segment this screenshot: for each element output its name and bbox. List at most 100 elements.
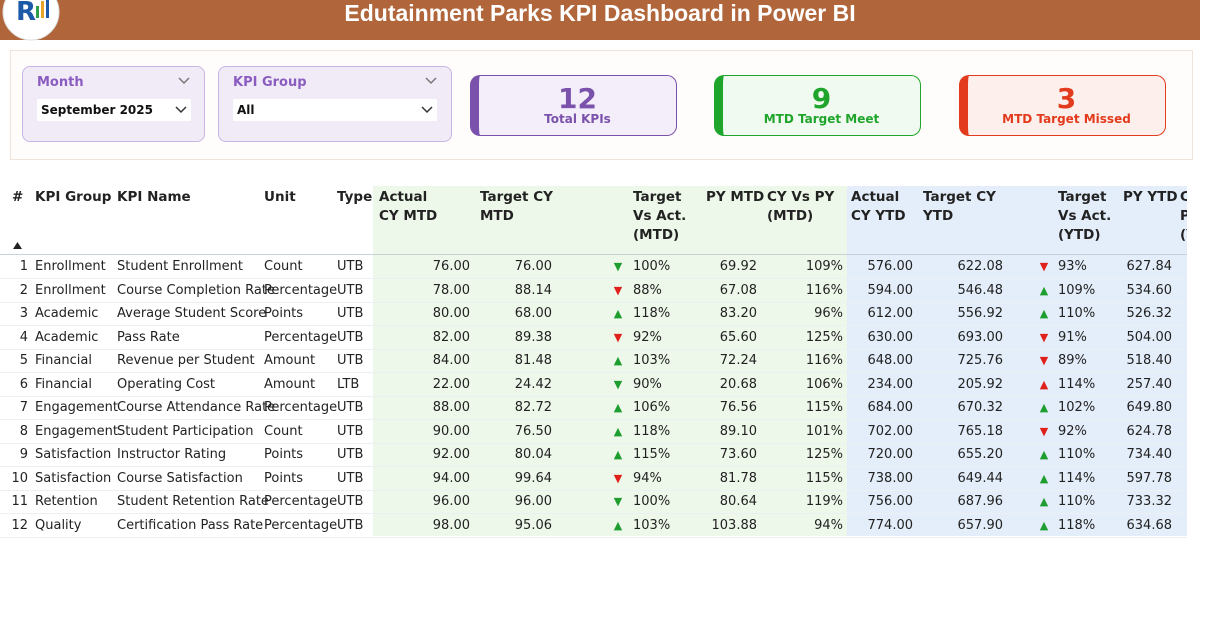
table-cell: 627.84 <box>1126 259 1173 274</box>
table-cell: 103% <box>633 353 671 368</box>
table-cell: 655.20 <box>957 447 1004 462</box>
table-cell: 114% <box>1058 376 1096 392</box>
sort-icon <box>13 242 22 249</box>
table-cell: Retention <box>35 494 98 509</box>
table-cell: 576.00 <box>867 259 914 274</box>
table-cell: Count <box>264 423 303 439</box>
table-cell: 89% <box>1058 353 1087 368</box>
column-header: CY Vs PY (YTD) <box>1180 189 1187 243</box>
table-cell: 733.32 <box>1126 494 1173 509</box>
chevron <box>175 106 187 114</box>
card-value: 9 <box>811 82 832 115</box>
status-icon: ▲ <box>1039 307 1049 320</box>
table-cell: 92% <box>633 329 662 345</box>
status-icon: ▼ <box>1039 424 1049 438</box>
slicer[interactable]: KPI Group All <box>218 66 452 142</box>
column-header: Target CY YTD <box>923 189 996 224</box>
table-cell: Pass Rate <box>117 329 180 345</box>
table-cell: Count <box>264 259 303 274</box>
table-cell: Academic <box>35 306 99 321</box>
table-cell: 649.44 <box>957 470 1004 486</box>
table-cell: 81.78 <box>719 470 757 486</box>
table-cell: 109% <box>1058 282 1096 298</box>
table-cell: Percentage <box>264 400 338 415</box>
table-cell: Student Participation <box>117 423 254 439</box>
table-cell: 702.00 <box>867 423 914 439</box>
column-header: CY Vs PY (MTD) <box>767 189 835 224</box>
slicer-value: All <box>233 99 437 121</box>
table-cell: 125% <box>805 447 843 462</box>
table-cell: 89.10 <box>719 423 757 439</box>
status-icon: ▼ <box>613 471 623 485</box>
table-cell: 734.40 <box>1126 447 1173 462</box>
table-cell: 110% <box>1058 447 1096 462</box>
svg-text:R: R <box>16 0 36 27</box>
table-cell: Points <box>264 470 304 486</box>
table-cell: Percentage <box>264 494 338 509</box>
table-cell: 2 <box>19 282 28 298</box>
table-cell: 114% <box>1058 470 1096 486</box>
table-cell: 78.00 <box>432 282 470 298</box>
table-cell: 83.20 <box>719 306 757 321</box>
table-cell: UTB <box>337 494 364 509</box>
table-cell: 84.00 <box>432 353 470 368</box>
status-icon: ▲ <box>1039 471 1049 485</box>
status-icon: ▲ <box>1039 448 1049 461</box>
table-cell: 12 <box>11 517 28 533</box>
status-icon: ▼ <box>1039 354 1049 367</box>
table-cell: 76.56 <box>719 400 757 415</box>
table-cell: 234.00 <box>867 376 914 392</box>
table-cell: 774.00 <box>867 517 914 533</box>
status-icon: ▲ <box>1039 283 1049 297</box>
table-cell: 94.00 <box>432 470 470 486</box>
kpi-card: 3 MTD Target Missed <box>959 75 1166 136</box>
table-cell: Enrollment <box>35 282 106 298</box>
table-cell: Academic <box>35 329 99 345</box>
table-cell: 594.00 <box>867 282 914 298</box>
table-cell: 82.72 <box>514 400 552 415</box>
table-cell: 116% <box>805 353 843 368</box>
table-cell: UTB <box>337 400 364 415</box>
table-cell: 80.04 <box>514 447 552 462</box>
column-header: Type <box>337 189 373 205</box>
column-header: Actual CY MTD <box>379 189 438 224</box>
status-icon: ▲ <box>613 518 623 532</box>
table-cell: 648.00 <box>867 353 914 368</box>
table-cell: Course Completion Rate <box>117 282 275 298</box>
table-cell: 81.48 <box>514 353 552 368</box>
table-cell: Percentage <box>264 282 338 298</box>
table-cell: 110% <box>1058 494 1096 509</box>
table-cell: Revenue per Student <box>117 353 255 368</box>
status-icon: ▲ <box>613 401 623 414</box>
table-cell: 7 <box>19 400 28 415</box>
table-cell: Course Attendance Rate <box>117 400 276 415</box>
table-cell: Points <box>264 447 304 462</box>
table-cell: Average Student Score <box>117 306 267 321</box>
table-cell: 67.08 <box>719 282 757 298</box>
table-cell: 118% <box>1058 517 1096 533</box>
table-cell: 738.00 <box>867 470 914 486</box>
status-icon: ▼ <box>613 377 623 391</box>
kpi-card: 12 Total KPIs <box>470 75 677 136</box>
status-icon: ▲ <box>1039 495 1049 508</box>
table-cell: 101% <box>805 423 843 439</box>
table-cell: 556.92 <box>957 306 1004 321</box>
table-cell: 94% <box>814 517 843 533</box>
table-cell: UTB <box>337 259 364 274</box>
column-header: PY YTD <box>1123 189 1178 205</box>
slicer[interactable]: Month September 2025 <box>22 66 205 142</box>
table-cell: UTB <box>337 282 364 298</box>
table-cell: 720.00 <box>867 447 914 462</box>
table-cell: 76.00 <box>514 259 552 274</box>
table-cell: 76.00 <box>432 259 470 274</box>
table-cell: 80.00 <box>432 306 470 321</box>
table-cell: 96% <box>814 306 843 321</box>
table-cell: Financial <box>35 353 92 368</box>
slicer-label: KPI Group <box>233 75 307 90</box>
table-cell: 69.92 <box>719 259 757 274</box>
table-cell: 119% <box>805 494 843 509</box>
status-icon: ▼ <box>613 283 623 297</box>
table-cell: Engagement <box>35 400 118 415</box>
table-cell: 110% <box>1058 306 1096 321</box>
table-cell: 20.68 <box>719 376 757 392</box>
